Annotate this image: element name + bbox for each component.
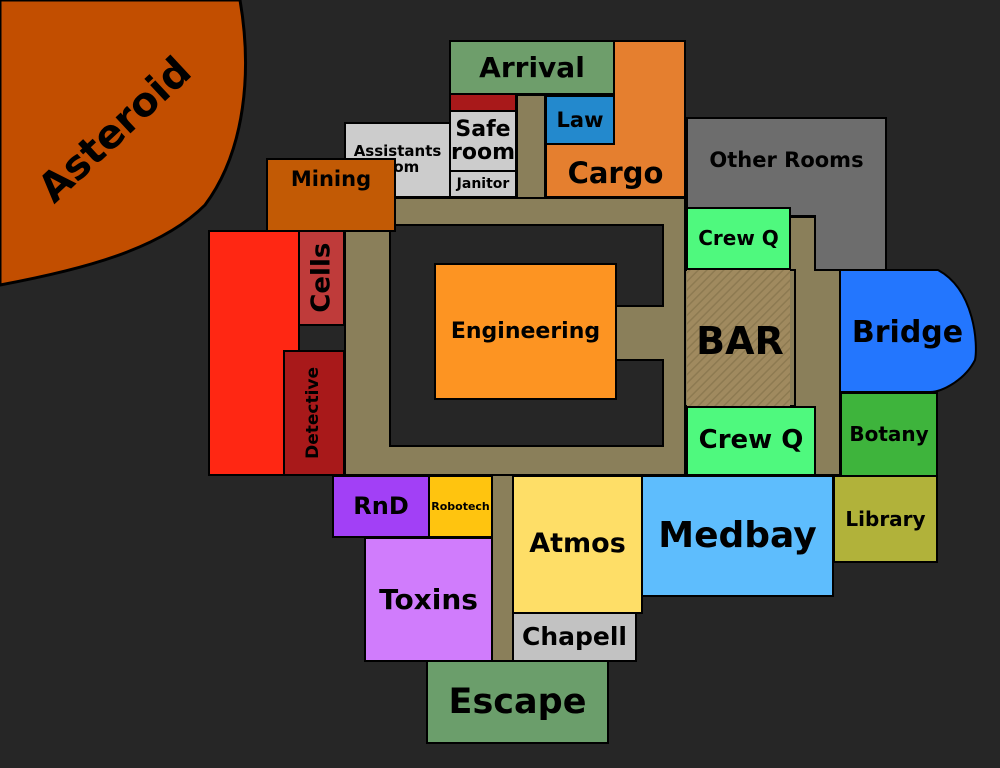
room-atmos[interactable]: Atmos bbox=[512, 475, 643, 614]
bar-hatch bbox=[687, 270, 790, 406]
room-bar[interactable]: BAR bbox=[696, 319, 784, 364]
room-chapell[interactable]: Chapell bbox=[512, 612, 637, 662]
bridge-shape bbox=[839, 269, 977, 393]
room-bridge[interactable]: Bridge bbox=[851, 314, 964, 350]
room-crewq-bottom[interactable]: Crew Q bbox=[686, 406, 816, 476]
room-detective[interactable]: Detective bbox=[283, 350, 345, 476]
room-crewq-top[interactable]: Crew Q bbox=[686, 207, 791, 270]
asteroid-shape bbox=[0, 0, 247, 287]
room-cells[interactable]: Cells bbox=[298, 230, 345, 326]
room-escape[interactable]: Escape bbox=[426, 660, 609, 744]
room-robotech[interactable]: Robotech bbox=[428, 475, 493, 538]
room-mining[interactable]: Mining bbox=[266, 158, 396, 232]
room-other-lower bbox=[814, 215, 887, 271]
room-law[interactable]: Law bbox=[545, 95, 615, 145]
room-toxins[interactable]: Toxins bbox=[364, 537, 493, 662]
room-engineering[interactable]: Engineering bbox=[434, 263, 617, 400]
room-library[interactable]: Library bbox=[833, 475, 938, 563]
room-other[interactable]: Other Rooms bbox=[686, 117, 887, 217]
room-janitor[interactable]: Janitor bbox=[449, 170, 517, 198]
room-medbay[interactable]: Medbay bbox=[641, 475, 834, 597]
room-safe[interactable]: Safe room bbox=[449, 110, 517, 172]
room-arrival[interactable]: Arrival bbox=[449, 40, 615, 95]
room-botany[interactable]: Botany bbox=[840, 392, 938, 477]
room-rnd[interactable]: RnD bbox=[332, 475, 430, 538]
